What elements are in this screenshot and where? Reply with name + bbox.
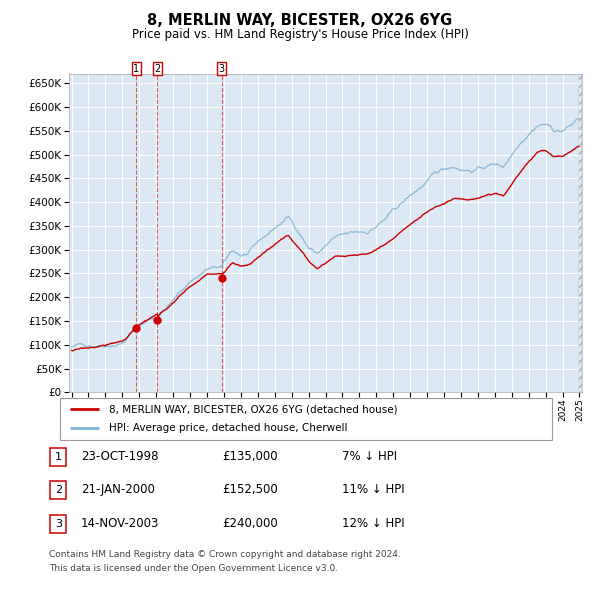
Text: 2: 2 [55,486,62,495]
Text: 12% ↓ HPI: 12% ↓ HPI [342,517,404,530]
FancyBboxPatch shape [50,515,67,533]
FancyBboxPatch shape [60,398,552,440]
Text: 3: 3 [55,519,62,529]
Text: 14-NOV-2003: 14-NOV-2003 [81,517,160,530]
Text: This data is licensed under the Open Government Licence v3.0.: This data is licensed under the Open Gov… [49,565,338,573]
Text: 2: 2 [154,64,160,74]
Text: 23-OCT-1998: 23-OCT-1998 [81,450,158,463]
Text: £240,000: £240,000 [222,517,278,530]
Text: Contains HM Land Registry data © Crown copyright and database right 2024.: Contains HM Land Registry data © Crown c… [49,550,401,559]
Text: 21-JAN-2000: 21-JAN-2000 [81,483,155,496]
Text: 7% ↓ HPI: 7% ↓ HPI [342,450,397,463]
Text: 8, MERLIN WAY, BICESTER, OX26 6YG: 8, MERLIN WAY, BICESTER, OX26 6YG [148,13,452,28]
Text: £152,500: £152,500 [222,483,278,496]
Text: 8, MERLIN WAY, BICESTER, OX26 6YG (detached house): 8, MERLIN WAY, BICESTER, OX26 6YG (detac… [109,404,398,414]
Text: £135,000: £135,000 [222,450,278,463]
FancyBboxPatch shape [50,448,67,466]
Text: 11% ↓ HPI: 11% ↓ HPI [342,483,404,496]
FancyBboxPatch shape [50,481,67,499]
Text: Price paid vs. HM Land Registry's House Price Index (HPI): Price paid vs. HM Land Registry's House … [131,28,469,41]
Text: 3: 3 [218,64,225,74]
Text: 1: 1 [133,64,139,74]
Text: 1: 1 [55,453,62,462]
Text: HPI: Average price, detached house, Cherwell: HPI: Average price, detached house, Cher… [109,424,348,434]
